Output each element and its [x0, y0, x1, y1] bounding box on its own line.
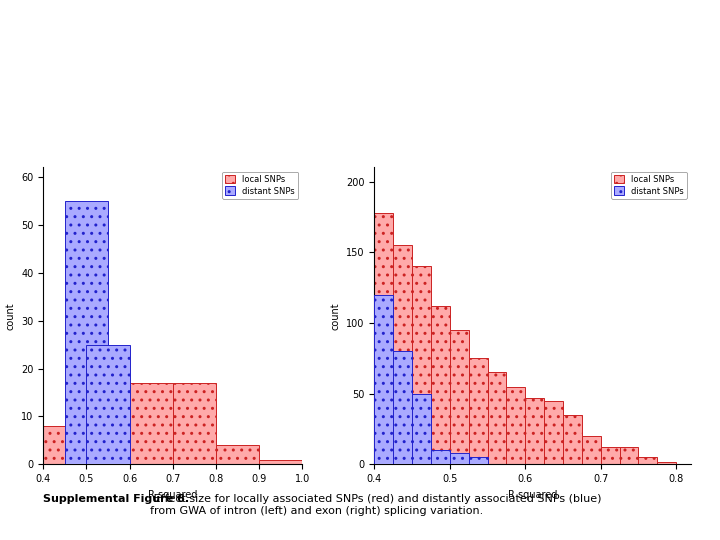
Bar: [526, 398, 544, 464]
Bar: [544, 401, 563, 464]
Bar: [506, 387, 526, 464]
Bar: [173, 383, 216, 464]
X-axis label: R squared: R squared: [148, 490, 197, 500]
Bar: [412, 394, 431, 464]
Bar: [600, 448, 619, 464]
Bar: [393, 351, 412, 464]
Bar: [469, 359, 487, 464]
Text: Effect size for locally associated SNPs (red) and distantly associated SNPs (blu: Effect size for locally associated SNPs …: [150, 494, 601, 516]
Legend: local SNPs, distant SNPs: local SNPs, distant SNPs: [611, 172, 687, 199]
Bar: [657, 462, 676, 464]
Bar: [487, 373, 506, 464]
Bar: [86, 345, 130, 464]
Bar: [412, 266, 431, 464]
Bar: [86, 402, 130, 464]
Bar: [259, 460, 302, 464]
Y-axis label: count: count: [6, 302, 16, 330]
Bar: [450, 330, 469, 464]
X-axis label: R squared: R squared: [508, 490, 557, 500]
Bar: [374, 213, 393, 464]
Bar: [450, 453, 469, 464]
Bar: [130, 383, 173, 464]
Bar: [431, 306, 450, 464]
Bar: [374, 295, 393, 464]
Bar: [431, 450, 450, 464]
Bar: [619, 448, 639, 464]
Bar: [216, 446, 259, 464]
Bar: [469, 457, 487, 464]
Y-axis label: count: count: [330, 302, 341, 330]
Bar: [639, 457, 657, 464]
Legend: local SNPs, distant SNPs: local SNPs, distant SNPs: [222, 172, 298, 199]
Bar: [393, 245, 412, 464]
Bar: [43, 426, 86, 464]
Text: Supplemental Figure 6.: Supplemental Figure 6.: [43, 494, 189, 504]
Bar: [65, 201, 108, 464]
Bar: [582, 436, 600, 464]
Bar: [563, 415, 582, 464]
